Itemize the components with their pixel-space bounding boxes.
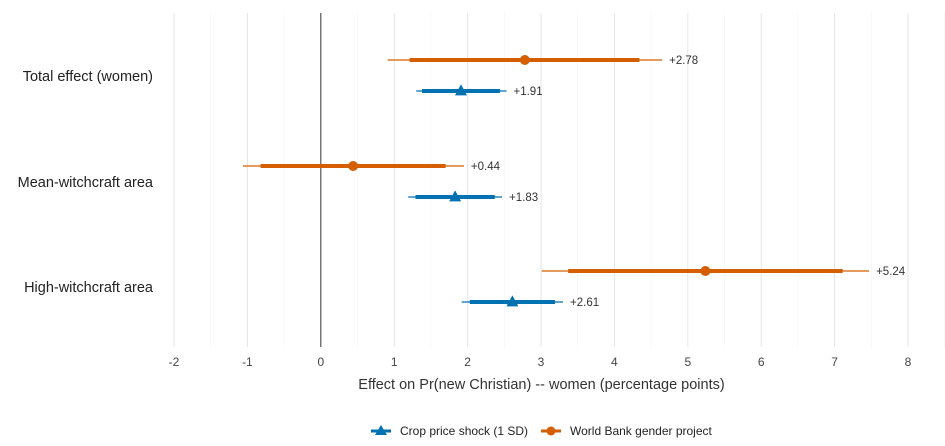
estimate-label: +0.44 <box>471 161 501 173</box>
x-axis-title: Effect on Pr(new Christian) -- women (pe… <box>358 377 724 393</box>
x-axis-ticks: -2 -1 0 1 2 3 4 5 6 7 8 <box>169 355 912 369</box>
x-tick-label: 2 <box>464 355 471 369</box>
legend-label: Crop price shock (1 SD) <box>400 424 528 438</box>
point-estimate-triangle <box>506 295 519 307</box>
estimate-group: +5.24 <box>541 266 906 278</box>
estimate-group: +0.44 <box>242 161 501 173</box>
estimate-label: +5.24 <box>876 266 906 278</box>
category-label: Total effect (women) <box>23 69 153 85</box>
estimate-group: +2.78 <box>387 55 698 67</box>
x-tick-label: 0 <box>317 355 324 369</box>
category-labels: Total effect (women) Mean-witchcraft area… <box>18 69 154 296</box>
estimate-group: +1.91 <box>416 84 543 98</box>
estimate-label: +2.78 <box>669 55 698 67</box>
legend-item: Crop price shock (1 SD) <box>371 424 528 438</box>
point-estimate-triangle <box>454 84 467 96</box>
point-estimate-triangle <box>449 190 462 202</box>
estimate-label: +1.91 <box>514 86 543 98</box>
x-tick-label: 7 <box>831 355 838 369</box>
x-tick-label: 5 <box>684 355 691 369</box>
estimate-marks: +2.78 +0.44 +5.24 +1.91 +1.83 +2.61 <box>242 55 906 309</box>
x-tick-label: -1 <box>242 355 253 369</box>
x-tick-label: 4 <box>611 355 618 369</box>
x-tick-label: -2 <box>169 355 180 369</box>
legend-item: World Bank gender project <box>541 424 713 438</box>
legend: Crop price shock (1 SD) World Bank gender… <box>371 424 713 438</box>
estimate-label: +2.61 <box>570 297 599 309</box>
point-estimate-circle <box>519 55 530 65</box>
legend-key-triangle <box>375 425 387 435</box>
gridlines <box>173 13 945 347</box>
estimate-group: +1.83 <box>408 190 538 204</box>
point-estimate-circle <box>348 161 359 171</box>
point-estimate-circle <box>700 266 711 276</box>
x-tick-label: 3 <box>538 355 545 369</box>
x-tick-label: 8 <box>905 355 912 369</box>
estimate-group: +2.61 <box>461 295 599 309</box>
x-tick-label: 6 <box>758 355 765 369</box>
legend-key-circle <box>546 426 556 436</box>
estimate-label: +1.83 <box>509 192 538 204</box>
x-tick-label: 1 <box>391 355 398 369</box>
category-label: Mean-witchcraft area <box>18 175 154 191</box>
legend-label: World Bank gender project <box>570 424 713 438</box>
category-label: High-witchcraft area <box>24 280 154 296</box>
